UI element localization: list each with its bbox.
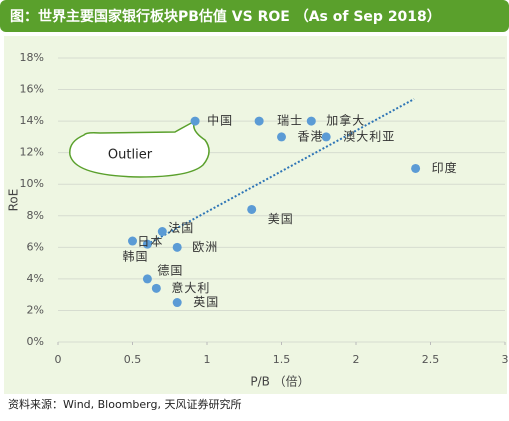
chart-title: 图：世界主要国家银行板块PB估值 VS ROE （As of Sep 2018） <box>10 8 441 25</box>
point-label: 美国 <box>268 212 294 226</box>
annotation: Outlier <box>108 148 153 163</box>
point <box>411 163 421 173</box>
point-label: 中国 <box>207 113 233 128</box>
point <box>142 274 152 284</box>
title-bar <box>0 0 509 32</box>
y-tick-label: 8% <box>27 209 44 222</box>
point <box>128 236 137 246</box>
y-axis-label: RoE <box>7 189 21 212</box>
point-label: 意大利 <box>171 280 210 295</box>
point-label: 瑞士 <box>277 114 303 128</box>
x-tick-label: 1.5 <box>273 353 291 366</box>
y-tick-label: 18% <box>20 51 44 64</box>
x-tick-label: 0.5 <box>124 353 142 366</box>
point <box>247 204 257 214</box>
y-tick-label: 6% <box>27 240 44 253</box>
point-label: 日本 <box>137 235 163 249</box>
point-label: 韩国 <box>123 249 149 264</box>
x-tick-label: 0 <box>55 353 62 366</box>
y-tick-label: 0% <box>27 335 44 348</box>
point <box>306 116 316 126</box>
point-label: 香港 <box>298 129 324 143</box>
point <box>151 283 161 293</box>
y-tick-label: 12% <box>20 146 44 159</box>
point <box>254 116 264 126</box>
point-label: 印度 <box>432 160 458 175</box>
y-tick-label: 4% <box>27 272 44 285</box>
point-label: 澳大利亚 <box>343 129 395 143</box>
point <box>277 132 286 142</box>
callout-bubble <box>69 119 210 178</box>
point <box>321 132 331 142</box>
point <box>172 298 182 308</box>
x-tick-label: 3 <box>502 353 509 366</box>
point <box>172 242 182 252</box>
y-tick-label: 10% <box>20 177 44 190</box>
plot-background <box>4 36 507 394</box>
point-label: 法国 <box>168 221 194 235</box>
x-tick-label: 1 <box>204 353 211 366</box>
y-tick-label: 2% <box>27 303 44 316</box>
point <box>190 116 200 126</box>
source-note: 资料来源：Wind, Bloomberg, 天风证券研究所 <box>8 397 241 411</box>
point-label: 德国 <box>157 262 183 277</box>
x-tick-label: 2.5 <box>422 353 440 366</box>
point <box>157 227 167 237</box>
point-label: 欧洲 <box>192 240 218 254</box>
y-tick-label: 14% <box>20 114 44 127</box>
x-tick-label: 2 <box>353 353 360 366</box>
point-label: 加拿大 <box>326 113 365 128</box>
y-tick-label: 16% <box>20 83 44 96</box>
point <box>142 239 152 249</box>
x-axis-label: P/B （倍） <box>250 374 309 389</box>
point-label: 英国 <box>193 295 219 309</box>
